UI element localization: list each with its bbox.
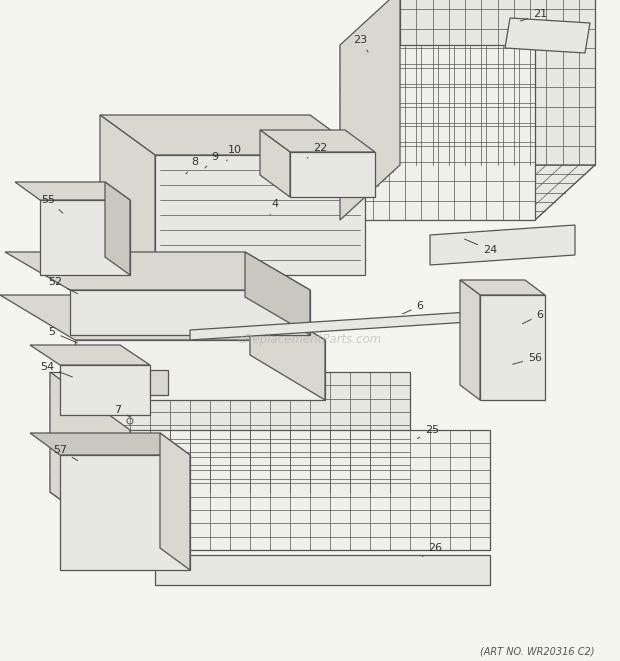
Polygon shape [460, 280, 545, 295]
Text: 4: 4 [270, 199, 278, 215]
Polygon shape [50, 492, 490, 550]
Text: (ART NO. WR20316 C2): (ART NO. WR20316 C2) [480, 647, 595, 657]
Polygon shape [105, 182, 130, 275]
Polygon shape [30, 433, 190, 455]
Polygon shape [505, 18, 590, 53]
Text: 23: 23 [353, 35, 368, 52]
Polygon shape [155, 555, 490, 585]
Polygon shape [430, 225, 575, 265]
Text: 57: 57 [53, 445, 78, 461]
Text: 5: 5 [48, 327, 78, 343]
Text: 9: 9 [205, 152, 219, 168]
Text: 55: 55 [41, 195, 63, 213]
Polygon shape [50, 372, 130, 550]
Polygon shape [245, 252, 310, 335]
Polygon shape [60, 455, 190, 570]
Polygon shape [340, 165, 595, 220]
Polygon shape [340, 45, 535, 220]
Polygon shape [15, 182, 130, 200]
Polygon shape [260, 130, 375, 152]
Polygon shape [260, 130, 290, 197]
Polygon shape [40, 200, 130, 275]
Text: 7: 7 [115, 405, 130, 416]
Text: 21: 21 [521, 9, 547, 21]
Polygon shape [290, 152, 375, 197]
Text: 22: 22 [307, 143, 327, 158]
Polygon shape [480, 295, 545, 400]
Text: 54: 54 [40, 362, 73, 377]
Text: 10: 10 [227, 145, 242, 161]
Polygon shape [340, 0, 400, 220]
Polygon shape [160, 433, 190, 570]
Polygon shape [130, 430, 490, 550]
Polygon shape [100, 115, 365, 155]
Polygon shape [100, 115, 155, 275]
Polygon shape [400, 0, 595, 165]
Text: eReplacementParts.com: eReplacementParts.com [238, 334, 382, 346]
Text: 6: 6 [402, 301, 423, 314]
Polygon shape [150, 370, 168, 395]
Polygon shape [75, 340, 325, 400]
Text: 24: 24 [464, 239, 497, 255]
Text: 52: 52 [48, 277, 78, 293]
Text: 56: 56 [513, 353, 542, 364]
Polygon shape [250, 295, 325, 400]
Polygon shape [50, 372, 410, 492]
Text: 6: 6 [523, 310, 544, 324]
Polygon shape [30, 345, 150, 365]
Polygon shape [460, 280, 480, 400]
Polygon shape [70, 290, 310, 335]
Polygon shape [155, 155, 365, 275]
Text: 8: 8 [186, 157, 198, 174]
Polygon shape [5, 252, 310, 290]
Text: 25: 25 [417, 425, 439, 439]
Text: 26: 26 [422, 543, 442, 557]
Polygon shape [0, 295, 325, 340]
Polygon shape [60, 365, 150, 415]
Polygon shape [190, 310, 500, 340]
